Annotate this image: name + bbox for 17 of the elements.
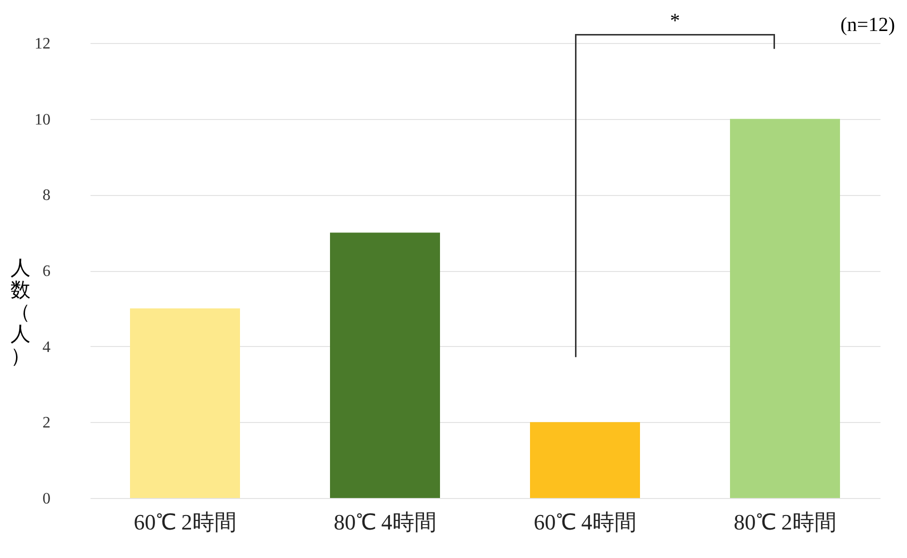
y-tick-label: 0 xyxy=(42,490,50,508)
x-tick-label: 60℃ 2時間 xyxy=(134,510,236,534)
text: * xyxy=(670,10,680,33)
x-tick-label: 80℃ 4時間 xyxy=(334,510,436,534)
bar xyxy=(130,308,240,498)
y-tick-label: 6 xyxy=(42,263,50,280)
bar xyxy=(530,422,640,498)
y-tick-label: 4 xyxy=(42,338,50,356)
y-axis-title: 人数（人） xyxy=(10,256,30,368)
y-tick-label: 8 xyxy=(42,187,50,204)
x-tick-label: 80℃ 2時間 xyxy=(734,510,836,534)
x-tick-label: 60℃ 4時間 xyxy=(534,510,636,534)
bar xyxy=(330,232,440,498)
text: (n=12) xyxy=(840,14,895,37)
y-tick-label: 10 xyxy=(34,111,50,128)
y-tick-label: 12 xyxy=(34,36,50,52)
y-tick-label: 2 xyxy=(42,414,50,432)
